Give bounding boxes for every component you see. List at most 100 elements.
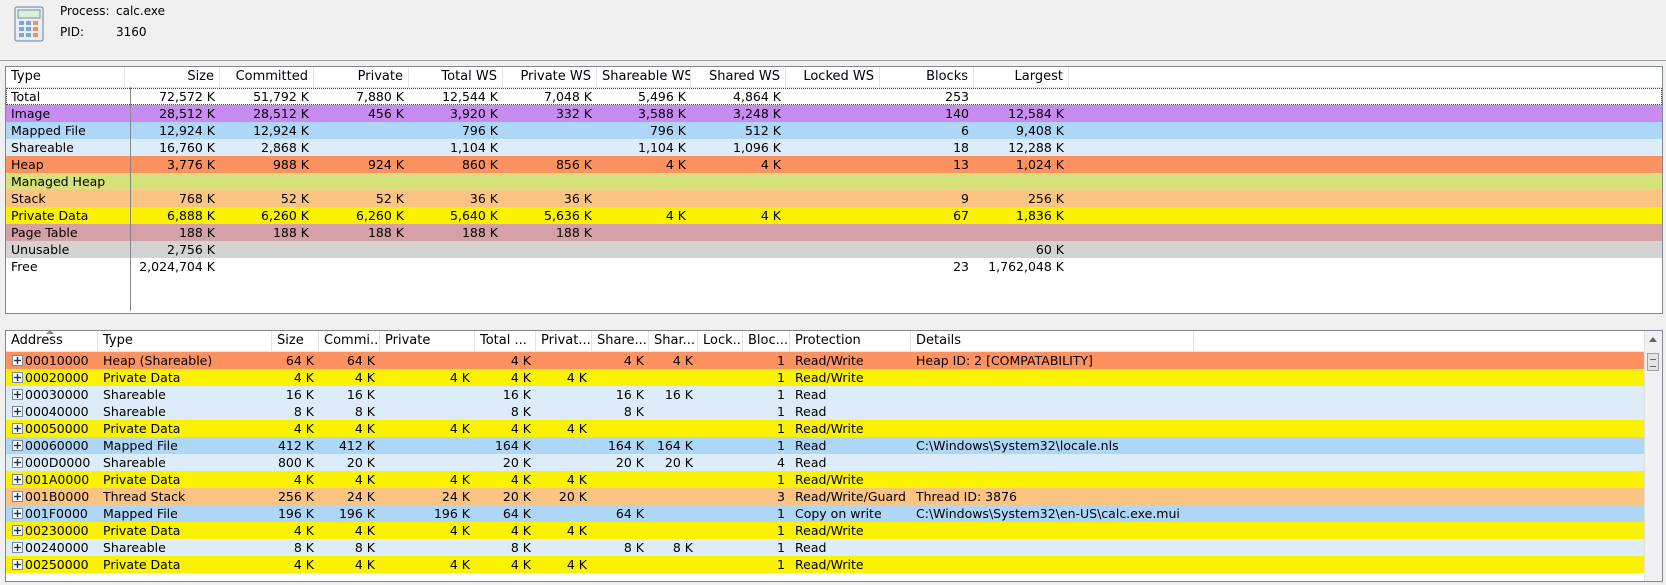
detail-col-locked_ws[interactable]: Lock... xyxy=(698,331,743,351)
pid-row: PID: 3160 xyxy=(60,25,147,39)
summary-row[interactable]: Page Table 188 K 188 K 188 K 188 K 188 K xyxy=(6,224,1662,241)
summary-cell-private: 456 K xyxy=(367,106,404,121)
summary-row[interactable]: Total 72,572 K 51,792 K 7,880 K 12,544 K 7,04… xyxy=(6,88,1662,105)
detail-col-type[interactable]: Type xyxy=(98,331,272,351)
summary-cell-locked_ws xyxy=(786,173,880,190)
summary-col-committed[interactable]: Committed xyxy=(220,67,314,87)
detail-row[interactable]: 001F0000 Mapped File 196 K 196 K 196 K 64 K 64… xyxy=(6,505,1662,522)
summary-col-private_ws[interactable]: Private WS xyxy=(503,67,597,87)
summary-cell-largest: 9,408 K xyxy=(1016,123,1064,138)
detail-row[interactable]: 00060000 Mapped File 412 K 412 K 164 K 164 K 1… xyxy=(6,437,1662,454)
detail-cell-committed: 8 K xyxy=(354,540,375,555)
detail-cell-locked_ws xyxy=(698,471,743,488)
expand-plus-icon[interactable] xyxy=(12,525,23,536)
summary-table[interactable]: Type Size Committed Private Total WS Private … xyxy=(5,66,1663,314)
detail-col-private[interactable]: Private xyxy=(380,331,475,351)
summary-row[interactable]: Mapped File 12,924 K 12,924 K 796 K 796 K 512… xyxy=(6,122,1662,139)
detail-col-address[interactable]: Address xyxy=(6,331,98,351)
summary-cell-private_ws: 856 K xyxy=(555,157,592,172)
summary-cell-shareable_ws: 4 K xyxy=(665,157,686,172)
expand-plus-icon[interactable] xyxy=(12,542,23,553)
expand-plus-icon[interactable] xyxy=(12,457,23,468)
detail-col-size[interactable]: Size xyxy=(272,331,319,351)
process-header: Process: calc.exe PID: 3160 xyxy=(0,0,1666,61)
summary-col-total_ws[interactable]: Total WS xyxy=(409,67,503,87)
detail-row[interactable]: 00040000 Shareable 8 K 8 K 8 K 8 K 1 Read xyxy=(6,403,1662,420)
detail-col-protection[interactable]: Protection xyxy=(790,331,911,351)
detail-col-shareable_ws[interactable]: Share... xyxy=(592,331,649,351)
vertical-scrollbar[interactable] xyxy=(1644,331,1662,581)
detail-cell-locked_ws xyxy=(698,505,743,522)
detail-cell-private_ws: 4 K xyxy=(566,523,587,538)
detail-row[interactable]: 00250000 Private Data 4 K 4 K 4 K 4 K 4 K 1 Read… xyxy=(6,556,1662,573)
summary-row[interactable]: Managed Heap xyxy=(6,173,1662,190)
summary-row[interactable]: Heap 3,776 K 988 K 924 K 860 K 856 K 4 K 4 K 13 1… xyxy=(6,156,1662,173)
expand-plus-icon[interactable] xyxy=(12,389,23,400)
summary-col-shared_ws[interactable]: Shared WS xyxy=(691,67,786,87)
expand-plus-icon[interactable] xyxy=(12,491,23,502)
expand-plus-icon[interactable] xyxy=(12,423,23,434)
detail-header: Address Type Size Commi... Private Total ... P… xyxy=(6,331,1662,352)
scroll-thumb[interactable] xyxy=(1647,353,1659,371)
detail-cell-blocks: 1 xyxy=(777,387,785,402)
detail-cell-details: Heap ID: 2 [COMPATABILITY] xyxy=(916,353,1093,368)
summary-row[interactable]: Unusable 2,756 K 60 K xyxy=(6,241,1662,258)
detail-cell-committed: 20 K xyxy=(346,455,375,470)
summary-row[interactable]: Free 2,024,704 K 23 1,762,048 K xyxy=(6,258,1662,275)
summary-cell-private xyxy=(314,139,409,156)
detail-cell-address: 00020000 xyxy=(25,370,89,385)
detail-row[interactable]: 00030000 Shareable 16 K 16 K 16 K 16 K 16 K 1 Re… xyxy=(6,386,1662,403)
detail-col-total_ws[interactable]: Total ... xyxy=(475,331,536,351)
expand-plus-icon[interactable] xyxy=(12,372,23,383)
expand-plus-icon[interactable] xyxy=(12,440,23,451)
summary-col-shareable_ws[interactable]: Shareable WS xyxy=(597,67,691,87)
summary-col-private[interactable]: Private xyxy=(314,67,409,87)
detail-cell-shareable_ws: 8 K xyxy=(623,404,644,419)
detail-cell-address: 001B0000 xyxy=(25,489,90,504)
summary-body: Total 72,572 K 51,792 K 7,880 K 12,544 K 7,04… xyxy=(6,88,1662,275)
detail-col-private_ws[interactable]: Privat... xyxy=(536,331,592,351)
detail-cell-private_ws xyxy=(536,437,592,454)
summary-cell-largest xyxy=(974,88,1069,105)
detail-table[interactable]: Address Type Size Commi... Private Total ... P… xyxy=(5,330,1663,582)
summary-col-largest[interactable]: Largest xyxy=(974,67,1069,87)
summary-cell-committed: 52 K xyxy=(280,191,309,206)
summary-row[interactable]: Stack 768 K 52 K 52 K 36 K 36 K 9 256 K xyxy=(6,190,1662,207)
detail-cell-shared_ws: 8 K xyxy=(672,540,693,555)
expand-plus-icon[interactable] xyxy=(12,406,23,417)
summary-cell-private_ws xyxy=(503,122,597,139)
summary-row[interactable]: Private Data 6,888 K 6,260 K 6,260 K 5,640 K… xyxy=(6,207,1662,224)
detail-row[interactable]: 00240000 Shareable 8 K 8 K 8 K 8 K 8 K 1 Read xyxy=(6,539,1662,556)
detail-col-details[interactable]: Details xyxy=(911,331,1194,351)
summary-row[interactable]: Shareable 16,760 K 2,868 K 1,104 K 1,104 K 1,… xyxy=(6,139,1662,156)
summary-row[interactable]: Image 28,512 K 28,512 K 456 K 3,920 K 332 K 3,… xyxy=(6,105,1662,122)
detail-cell-type: Private Data xyxy=(103,472,181,487)
detail-row[interactable]: 00020000 Private Data 4 K 4 K 4 K 4 K 4 K 1 Read… xyxy=(6,369,1662,386)
expand-plus-icon[interactable] xyxy=(12,508,23,519)
detail-col-committed[interactable]: Commi... xyxy=(319,331,380,351)
detail-row[interactable]: 00010000 Heap (Shareable) 64 K 64 K 4 K 4 K 4 … xyxy=(6,352,1662,369)
detail-col-shared_ws[interactable]: Shar... xyxy=(649,331,698,351)
detail-col-blocks[interactable]: Bloc... xyxy=(743,331,790,351)
summary-col-locked_ws[interactable]: Locked WS xyxy=(786,67,880,87)
summary-col-size[interactable]: Size xyxy=(125,67,220,87)
detail-row[interactable]: 00230000 Private Data 4 K 4 K 4 K 4 K 4 K 1 Read… xyxy=(6,522,1662,539)
summary-col-blocks[interactable]: Blocks xyxy=(880,67,974,87)
detail-cell-blocks: 1 xyxy=(777,438,785,453)
detail-cell-size: 4 K xyxy=(293,370,314,385)
summary-col-type[interactable]: Type xyxy=(6,67,125,87)
expand-plus-icon[interactable] xyxy=(12,474,23,485)
detail-row[interactable]: 001A0000 Private Data 4 K 4 K 4 K 4 K 4 K 1 Read… xyxy=(6,471,1662,488)
summary-cell-largest: 1,762,048 K xyxy=(988,259,1064,274)
detail-row[interactable]: 00050000 Private Data 4 K 4 K 4 K 4 K 4 K 1 Read… xyxy=(6,420,1662,437)
summary-cell-type: Image xyxy=(11,106,51,121)
detail-cell-shared_ws xyxy=(649,369,698,386)
detail-row[interactable]: 001B0000 Thread Stack 256 K 24 K 24 K 20 K 20 … xyxy=(6,488,1662,505)
detail-cell-shareable_ws: 4 K xyxy=(623,353,644,368)
expand-plus-icon[interactable] xyxy=(12,355,23,366)
expand-plus-icon[interactable] xyxy=(12,559,23,570)
detail-cell-address: 00050000 xyxy=(25,421,89,436)
scroll-up-arrow-icon[interactable] xyxy=(1649,337,1657,342)
summary-cell-private_ws xyxy=(503,258,597,275)
